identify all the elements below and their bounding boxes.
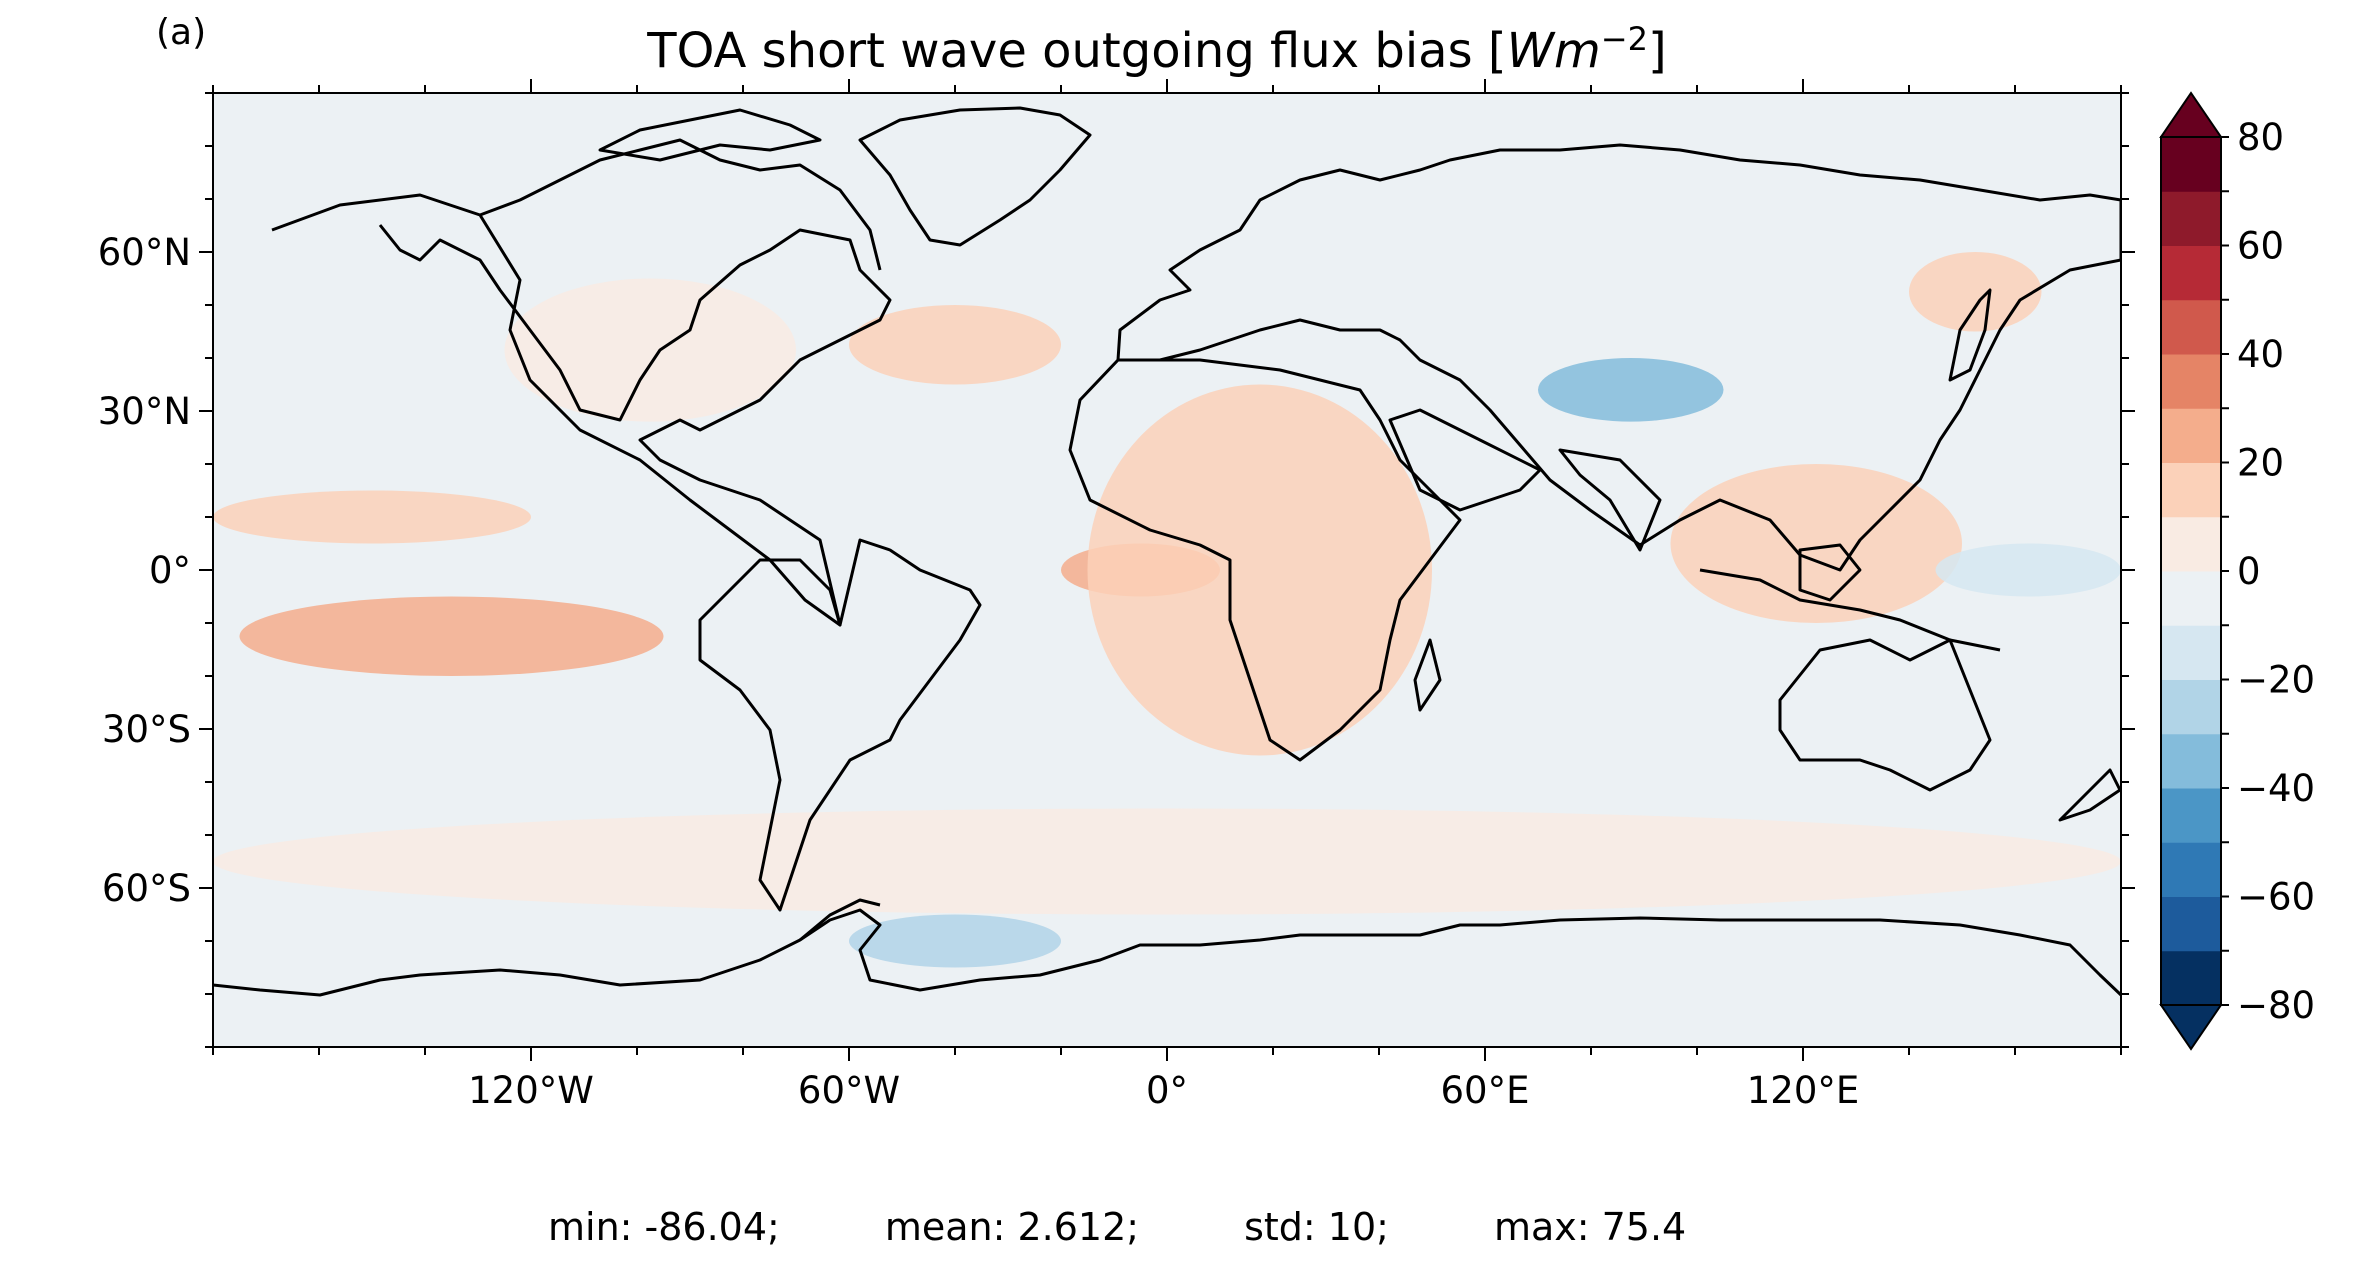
colorbar-segment: [2161, 788, 2221, 843]
bias-region: [1538, 358, 1724, 422]
colorbar-tick-label: −40: [2237, 767, 2315, 810]
bias-region: [1909, 252, 2042, 332]
colorbar-segment: [2161, 462, 2221, 518]
colorbar-tick-label: −60: [2237, 876, 2315, 919]
coastline-africa: [1068, 358, 1462, 762]
stat-mean: mean: 2.612;: [884, 1205, 1140, 1249]
stat-max: max: 75.4: [1493, 1205, 1687, 1249]
bias-region: [213, 490, 531, 544]
coastline-antarctica: [213, 908, 2121, 997]
bias-regions: [213, 252, 2121, 968]
colorbar-tick-label: 40: [2237, 333, 2284, 376]
x-tick-label: 120°W: [468, 1069, 594, 1112]
colorbar-segment: [2161, 842, 2221, 897]
colorbar-segment: [2161, 245, 2221, 301]
y-axis-ticks: 60°N 30°N 0° 30°S 60°S: [98, 92, 2135, 1048]
coastline-greenland: [858, 106, 1092, 247]
colorbar-tick-label: −80: [2237, 984, 2315, 1027]
colorbar-tick-label: 80: [2237, 116, 2284, 159]
coastline-madagascar: [1413, 638, 1442, 712]
bias-region: [849, 914, 1061, 968]
coastline-india: [1558, 448, 1662, 552]
stat-std: std: 10;: [1244, 1205, 1389, 1249]
stats-line: min: -86.04; mean: 2.612; std: 10; max: 75.…: [548, 1205, 1686, 1249]
colorbar-tick-label: 20: [2237, 442, 2284, 485]
colorbar-segment: [2161, 733, 2221, 789]
y-tick-label: 60°S: [102, 867, 191, 910]
panel-label: (a): [156, 12, 207, 53]
colorbar-segment: [2161, 516, 2221, 572]
coastline-north-america: [271, 193, 892, 627]
coastline-antarctic-peninsula: [799, 898, 881, 942]
map-title: TOA short wave outgoing flux bias [Wm−2]: [647, 20, 1667, 79]
stat-min: min: -86.04;: [548, 1205, 780, 1249]
coastline-eurasia: [1116, 143, 2121, 572]
colorbar-segment: [2161, 896, 2221, 952]
colorbar-segment: [2161, 950, 2221, 1006]
colorbar-tick-label: −20: [2237, 659, 2315, 702]
coastline-south-america: [698, 538, 982, 912]
x-axis-ticks: 120°W 60°W 0° 60°E 120°E: [212, 79, 2122, 1112]
colorbar-extend-low: [2159, 1004, 2223, 1051]
coastline-japan: [1948, 288, 1992, 382]
colorbar-segment: [2161, 354, 2221, 409]
colorbar-segment: [2161, 625, 2221, 680]
x-tick-label: 60°W: [798, 1069, 900, 1112]
x-tick-label: 120°E: [1747, 1069, 1860, 1112]
coastline-new-zealand: [2058, 768, 2121, 822]
map-field: [213, 93, 2121, 1047]
colorbar-tick-label: 60: [2237, 225, 2284, 268]
y-tick-label: 30°S: [102, 708, 191, 751]
x-tick-label: 60°E: [1441, 1069, 1530, 1112]
coastline-arctic-islands: [598, 108, 822, 162]
x-tick-label: 0°: [1146, 1069, 1188, 1112]
y-tick-label: 30°N: [98, 390, 191, 433]
bias-region: [1670, 464, 1962, 623]
colorbar-segment: [2161, 571, 2221, 626]
colorbar-segment: [2161, 137, 2221, 192]
colorbar: 80 60 40 20 0 −20 −40 −60 −80: [2159, 91, 2315, 1051]
bias-region: [1935, 543, 2121, 597]
coastline-borneo: [1798, 543, 1862, 602]
colorbar-extend-high: [2159, 91, 2223, 138]
coastlines: [213, 106, 2121, 997]
bias-region: [849, 305, 1061, 385]
bias-region: [504, 278, 796, 422]
coastline-australia: [1778, 638, 1992, 792]
coastline-arabia: [1388, 408, 1542, 512]
colorbar-tick-label: 0: [2237, 550, 2261, 593]
y-tick-label: 0°: [149, 549, 191, 592]
colorbar-segment: [2161, 299, 2221, 355]
bias-region: [213, 808, 2121, 915]
colorbar-segment: [2161, 191, 2221, 246]
bias-region: [1087, 384, 1432, 756]
colorbar-segment: [2161, 679, 2221, 735]
y-tick-label: 60°N: [98, 231, 191, 274]
colorbar-segment: [2161, 408, 2221, 463]
bias-region: [239, 596, 664, 676]
